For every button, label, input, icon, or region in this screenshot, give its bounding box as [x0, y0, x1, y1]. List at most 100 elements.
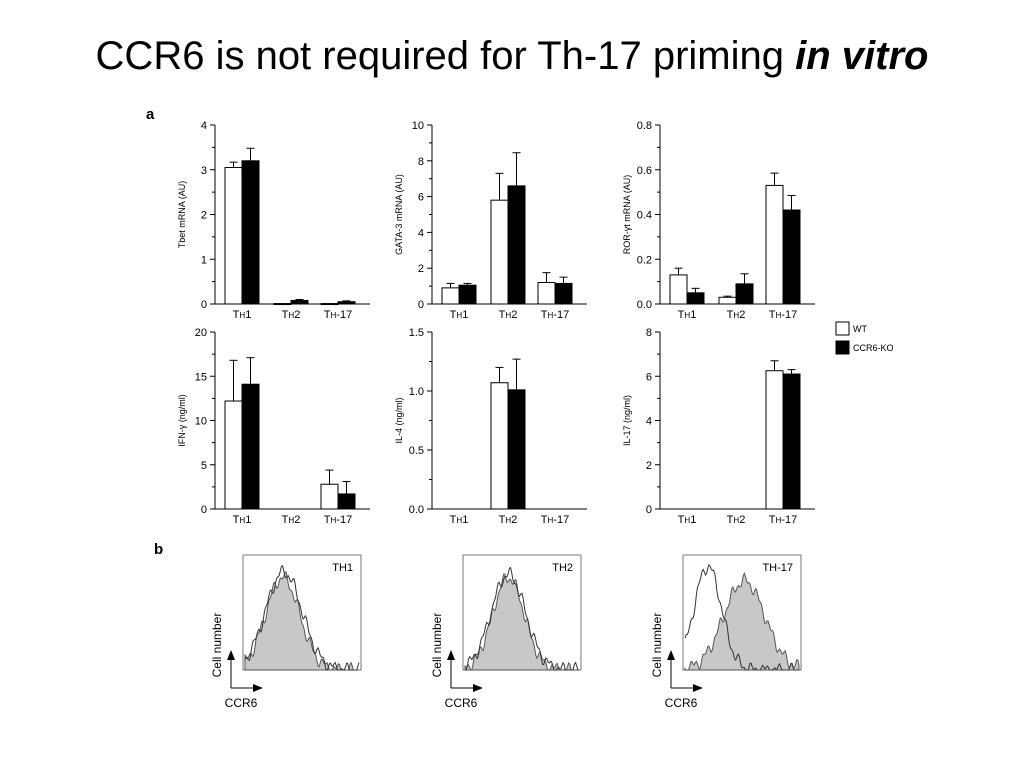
chart3-bar	[686, 292, 705, 305]
chart2-y-axis-label: GATA-3 mRNA (AU)	[394, 174, 404, 255]
chart5-y-tick-label: 0.5	[409, 445, 424, 457]
chart3-y-tick-label: 0.0	[637, 299, 652, 311]
chart6-x-tick-label: TH2	[727, 514, 746, 526]
chart3-x-tick-label: TH-17	[769, 309, 797, 321]
chart5-bar	[490, 382, 509, 510]
chart4-x-tick-label: TH-17	[324, 514, 352, 526]
chart3-y-tick-label: 0.2	[637, 254, 652, 266]
chart1-x-tick-label: TH-17	[324, 309, 352, 321]
chart3-bar	[765, 184, 784, 305]
chart3-bar	[718, 296, 737, 305]
chart2-bar	[458, 284, 477, 305]
chart4-bar	[241, 383, 260, 510]
chart3-x-tick-label: TH1	[678, 309, 697, 321]
legend-label: WT	[853, 324, 867, 334]
chart1-y-tick-label: 3	[201, 165, 207, 177]
chart4-bar	[320, 483, 339, 510]
chart2-bar	[490, 199, 509, 305]
chart5-x-tick-label: TH-17	[541, 514, 569, 526]
histogram1-label: TH1	[332, 562, 353, 574]
chart1-x-tick-label: TH2	[282, 309, 301, 321]
chart1-bar	[273, 303, 292, 306]
chart2-x-tick-label: TH2	[499, 309, 518, 321]
legend-swatch	[835, 340, 850, 355]
chart3-y-axis-label: ROR-γt mRNA (AU)	[622, 175, 632, 255]
chart6-y-axis-label: IL-17 (ng/ml)	[622, 395, 632, 446]
chart2-y-tick-label: 0	[418, 299, 424, 311]
histogram3-open-curve	[684, 563, 799, 671]
chart1-bar	[241, 160, 260, 305]
chart2-bar	[441, 287, 460, 305]
chart2-x-tick-label: TH1	[450, 309, 469, 321]
histogram3-y-arrow-head	[667, 650, 675, 660]
chart6-y-tick-label: 4	[646, 416, 652, 428]
histogram2-x-axis-label: CCR6	[445, 696, 478, 710]
chart1-y-tick-label: 2	[201, 210, 207, 222]
chart1-bar	[224, 167, 243, 305]
chart5-y-tick-label: 0.0	[409, 504, 424, 516]
chart4-bar	[224, 400, 243, 510]
histogram3-x-arrow-head	[693, 684, 703, 692]
chart6-y-tick-label: 6	[646, 371, 652, 383]
chart4-y-tick-label: 15	[195, 371, 207, 383]
chart2-y-tick-label: 4	[418, 227, 424, 239]
histogram3-label: TH-17	[762, 562, 793, 574]
title-emphasis: in vitro	[795, 34, 929, 78]
histogram2-open-curve	[465, 566, 579, 671]
chart6-y-tick-label: 2	[646, 460, 652, 472]
chart3-x-tick-label: TH2	[727, 309, 746, 321]
chart2-y-tick-label: 10	[412, 120, 424, 132]
chart5-x-tick-label: TH1	[450, 514, 469, 526]
chart1-bar	[337, 301, 356, 305]
histogram1-y-arrow-head	[227, 650, 235, 660]
chart4-x-tick-label: TH1	[233, 514, 252, 526]
chart3-bar	[669, 274, 688, 305]
histogram3-y-axis-label: Cell number	[650, 613, 664, 678]
panel-a-label: a	[146, 106, 155, 123]
chart3-bar	[735, 283, 754, 305]
chart6-bar	[782, 373, 801, 510]
chart6-y-tick-label: 0	[646, 504, 652, 516]
chart1-y-tick-label: 1	[201, 254, 207, 266]
histogram1-x-axis-label: CCR6	[225, 696, 258, 710]
panel-b-label: b	[154, 541, 164, 558]
chart4-y-tick-label: 5	[201, 460, 207, 472]
chart6-x-tick-label: TH1	[678, 514, 697, 526]
histogram2-label: TH2	[552, 562, 573, 574]
chart6-bar	[765, 370, 784, 510]
histogram1-x-arrow-head	[253, 684, 263, 692]
chart6-y-tick-label: 8	[646, 327, 652, 339]
chart4-y-axis-label: IFN-γ (ng/ml)	[177, 394, 187, 447]
chart3-y-tick-label: 0.4	[637, 210, 652, 222]
legend-label: CCR6-KO	[853, 343, 894, 353]
chart2-y-tick-label: 8	[418, 156, 424, 168]
chart2-y-tick-label: 6	[418, 192, 424, 204]
chart4-x-tick-label: TH2	[282, 514, 301, 526]
chart3-bar	[782, 209, 801, 305]
chart2-bar	[537, 282, 556, 305]
chart4-y-tick-label: 20	[195, 327, 207, 339]
chart3-y-tick-label: 0.8	[637, 120, 652, 132]
chart2-x-tick-label: TH-17	[541, 309, 569, 321]
histogram2-y-arrow-head	[447, 650, 455, 660]
chart5-x-tick-label: TH2	[499, 514, 518, 526]
histogram2-filled-curve	[464, 573, 579, 671]
histogram1-y-axis-label: Cell number	[210, 613, 224, 678]
chart3-y-tick-label: 0.6	[637, 165, 652, 177]
histogram2-x-arrow-head	[473, 684, 483, 692]
chart2-y-tick-label: 2	[418, 263, 424, 275]
title-main: CCR6 is not required for Th-17 priming	[95, 34, 784, 78]
chart4-y-tick-label: 0	[201, 504, 207, 516]
chart5-y-tick-label: 1.5	[409, 327, 424, 339]
legend-swatch	[835, 321, 850, 336]
chart2-bar	[554, 282, 573, 305]
chart1-bar	[290, 299, 309, 305]
chart1-y-tick-label: 4	[201, 120, 207, 132]
chart5-y-tick-label: 1.0	[409, 386, 424, 398]
histogram3-filled-curve	[684, 572, 800, 671]
chart4-y-tick-label: 10	[195, 416, 207, 428]
chart4-bar	[337, 493, 356, 510]
histogram1-open-curve	[244, 565, 360, 671]
chart1-bar	[320, 303, 339, 306]
